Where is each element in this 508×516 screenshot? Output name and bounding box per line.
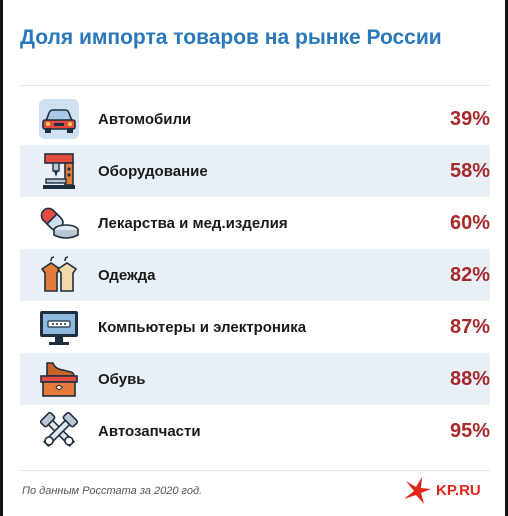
pistons-icon (34, 406, 84, 456)
car-icon (34, 94, 84, 144)
row-label: Обувь (98, 370, 146, 388)
row-value: 58% (449, 159, 490, 182)
import-share-table: Автомобили 39% Оборудование 58% (20, 93, 490, 457)
table-row: Обувь 88% (20, 353, 490, 405)
shoe-box-icon (34, 354, 84, 404)
row-label: Оборудование (98, 162, 208, 180)
right-border (505, 0, 508, 516)
logo-text: KP.RU (436, 481, 481, 499)
table-row: Автомобили 39% (20, 93, 490, 145)
row-value: 88% (449, 367, 490, 390)
row-label: Лекарства и мед.изделия (98, 214, 288, 232)
source-note: По данным Росстата за 2020 год. (22, 485, 203, 497)
kp-star-icon (404, 477, 431, 504)
row-value: 60% (449, 211, 490, 234)
table-row: Одежда 82% (20, 249, 490, 301)
table-row: Лекарства и мед.изделия 60% (20, 197, 490, 249)
table-row: Компьютеры и электроника 87% (20, 301, 490, 353)
machine-tool-icon (34, 146, 84, 196)
row-label: Автозапчасти (98, 422, 201, 440)
row-label: Одежда (98, 266, 156, 284)
title-divider (20, 85, 490, 86)
pills-icon (34, 198, 84, 248)
row-value: 87% (449, 315, 490, 338)
row-label: Автомобили (98, 110, 192, 128)
table-row: Автозапчасти 95% (20, 405, 490, 457)
kp-logo: KP.RU (402, 475, 481, 505)
row-label: Компьютеры и электроника (98, 318, 307, 336)
clothes-icon (34, 250, 84, 300)
table-row: Оборудование 58% (20, 145, 490, 197)
row-value: 95% (449, 419, 490, 442)
left-border (0, 0, 3, 516)
chart-title: Доля импорта товаров на рынке России (20, 26, 442, 49)
monitor-icon (34, 302, 84, 352)
row-value: 82% (449, 263, 490, 286)
row-value: 39% (449, 107, 490, 130)
footer-divider (20, 470, 490, 471)
